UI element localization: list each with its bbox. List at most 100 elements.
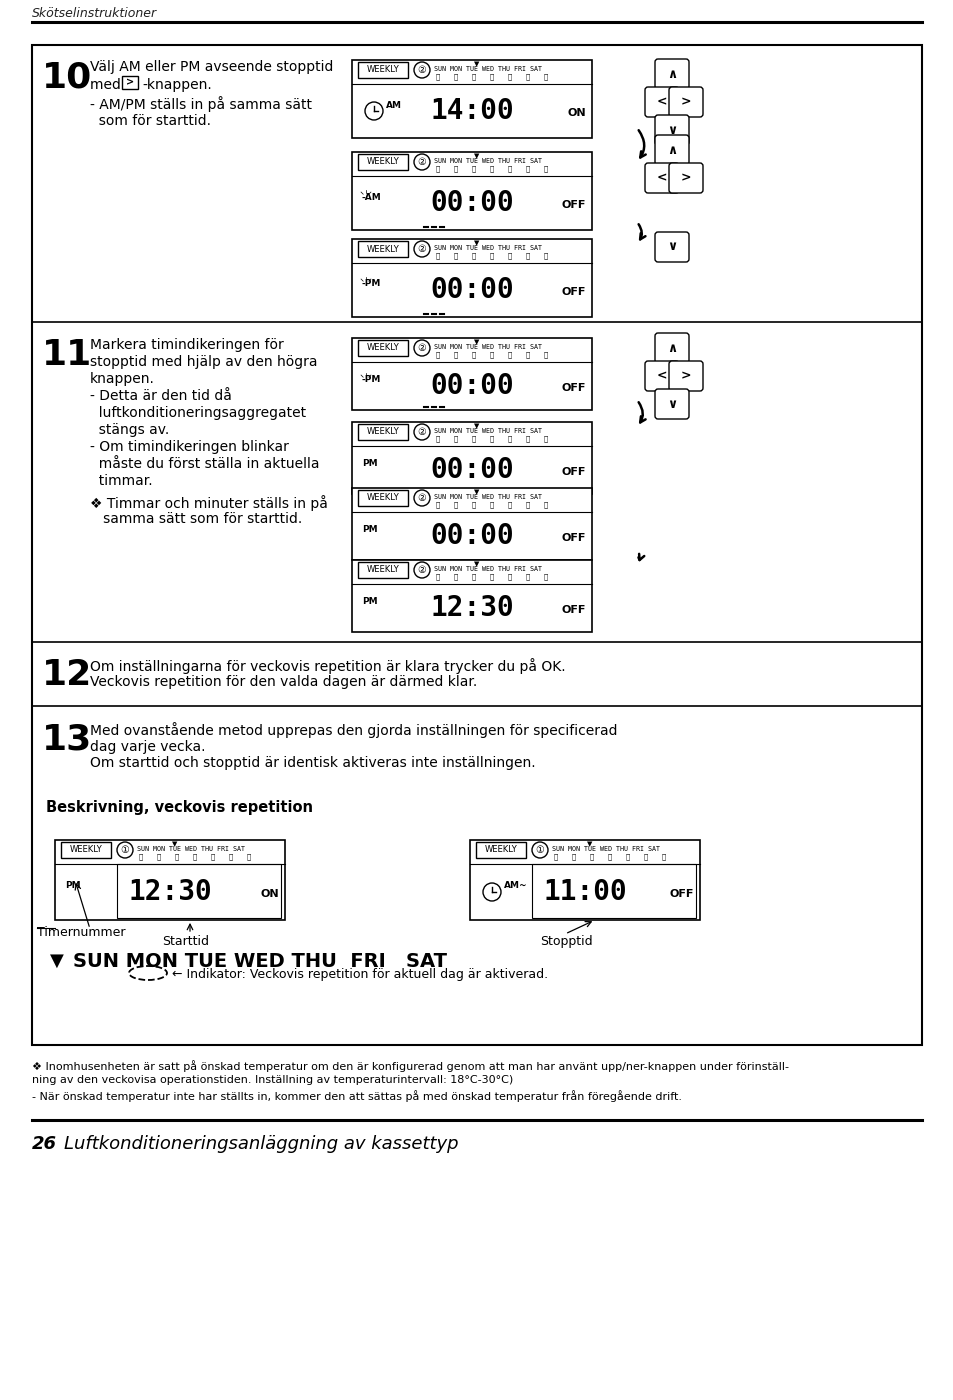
Text: ⌣: ⌣ [543,435,548,442]
Text: - Om timindikeringen blinkar: - Om timindikeringen blinkar [90,440,289,454]
Text: ⌣: ⌣ [489,574,494,581]
Text: >: > [680,95,691,109]
Text: 26: 26 [32,1135,57,1154]
Bar [352,489,592,560]
Text: SUN MON TUE WED THU FRI SAT: SUN MON TUE WED THU FRI SAT [552,846,659,853]
Text: WEEKLY: WEEKLY [484,846,517,854]
Bar [61,841,111,858]
Text: Veckovis repetition för den valda dagen är därmed klar.: Veckovis repetition för den valda dagen … [90,675,476,689]
Text: - AM/PM ställs in på samma sätt: - AM/PM ställs in på samma sätt [90,97,312,112]
Text: SUN MON TUE WED THU FRI SAT: SUN MON TUE WED THU FRI SAT [434,566,541,573]
Text: AM: AM [386,101,401,109]
Text: ②: ② [417,566,426,575]
Text: ⌣: ⌣ [543,165,548,172]
Text: WEEKLY: WEEKLY [366,343,399,353]
Text: ⌣: ⌣ [211,854,214,861]
Text: WEEKLY: WEEKLY [366,566,399,574]
Text: OFF: OFF [561,200,585,210]
Text: ⌣: ⌣ [525,74,530,80]
Text: som för starttid.: som för starttid. [90,113,211,127]
Text: ▼: ▼ [587,841,592,847]
Text: ▼: ▼ [172,841,177,847]
Bar [470,840,700,920]
FancyBboxPatch shape [668,361,702,391]
Text: ⌣: ⌣ [454,574,457,581]
Text: -knappen.: -knappen. [142,78,212,92]
Text: ⌣: ⌣ [489,74,494,80]
Text: >: > [680,370,691,382]
Text: ⌣: ⌣ [607,854,612,861]
Text: Om inställningarna för veckovis repetition är klara trycker du på OK.: Om inställningarna för veckovis repetiti… [90,658,565,673]
Circle shape [117,841,132,858]
Text: 13: 13 [42,722,92,756]
Text: ▼: ▼ [474,561,479,567]
Text: Luftkonditioneringsanläggning av kassettyp: Luftkonditioneringsanläggning av kassett… [64,1135,458,1154]
Text: luftkonditioneringsaggregatet: luftkonditioneringsaggregatet [90,406,306,420]
Bar [352,421,592,494]
Text: ⌣: ⌣ [661,854,665,861]
Text: ⌣: ⌣ [472,351,476,358]
Circle shape [482,883,500,902]
Text: ⌣: ⌣ [489,435,494,442]
Text: ⌣: ⌣ [507,435,512,442]
Text: -PM: -PM [361,280,381,288]
Text: måste du först ställa in aktuella: måste du först ställa in aktuella [90,456,319,470]
Text: ⌣: ⌣ [543,74,548,80]
Text: ▼: ▼ [474,423,479,428]
Text: Skötselinstruktioner: Skötselinstruktioner [32,7,157,20]
Text: ⌣: ⌣ [139,854,143,861]
Text: SUN MON TUE WED THU FRI SAT: SUN MON TUE WED THU FRI SAT [434,158,541,164]
Text: OFF: OFF [561,605,585,615]
Text: ②: ② [417,64,426,76]
Text: ⌣: ⌣ [454,165,457,172]
Circle shape [414,62,430,78]
Text: 00:00: 00:00 [430,372,514,400]
Text: ∨: ∨ [666,398,677,410]
Text: ⌣: ⌣ [525,252,530,259]
Text: ⌣: ⌣ [436,351,439,358]
Bar [357,561,408,578]
Text: ❖ Inomhusenheten är satt på önskad temperatur om den är konfigurerad genom att m: ❖ Inomhusenheten är satt på önskad tempe… [32,1060,788,1072]
Circle shape [414,154,430,169]
Text: ON: ON [567,108,585,118]
Bar [122,76,138,90]
Text: PM: PM [361,459,377,469]
Text: 10: 10 [42,60,92,94]
Text: <: < [656,95,666,109]
Text: Starttid: Starttid [162,935,209,948]
Text: ⌣: ⌣ [454,74,457,80]
Text: ning av den veckovisa operationstiden. Inställning av temperaturintervall: 18°C-: ning av den veckovisa operationstiden. I… [32,1075,513,1085]
Text: ②: ② [417,157,426,167]
Text: SUN MON TUE WED THU  FRI   SAT: SUN MON TUE WED THU FRI SAT [73,952,447,972]
Text: ⌣: ⌣ [174,854,179,861]
Bar [532,864,696,918]
Text: ①: ① [535,846,544,855]
Text: WEEKLY: WEEKLY [366,158,399,167]
Text: ⌣: ⌣ [525,435,530,442]
Text: Välj AM eller PM avseende stopptid: Välj AM eller PM avseende stopptid [90,60,333,74]
Bar [357,241,408,258]
Text: >: > [126,77,134,87]
Text: 12: 12 [42,658,92,692]
Text: ← Indikator: Veckovis repetition för aktuell dag är aktiverad.: ← Indikator: Veckovis repetition för akt… [172,967,548,981]
Text: ⌣: ⌣ [507,74,512,80]
Text: ⌣: ⌣ [489,165,494,172]
Text: ⌣: ⌣ [525,165,530,172]
Text: 11:00: 11:00 [542,878,626,906]
Text: ⌣: ⌣ [472,252,476,259]
Text: ON: ON [260,889,278,899]
FancyBboxPatch shape [644,87,679,118]
Text: ⌣: ⌣ [436,252,439,259]
Text: ⌣: ⌣ [554,854,558,861]
Text: ⌣: ⌣ [643,854,647,861]
Circle shape [365,102,382,120]
Text: ⌣: ⌣ [472,74,476,80]
Bar [357,424,408,440]
Text: WEEKLY: WEEKLY [366,427,399,437]
Circle shape [414,241,430,258]
Text: OFF: OFF [561,468,585,477]
Text: ②: ② [417,244,426,253]
Bar [352,60,592,139]
Text: ⌣: ⌣ [454,351,457,358]
Text: ∨: ∨ [666,241,677,253]
